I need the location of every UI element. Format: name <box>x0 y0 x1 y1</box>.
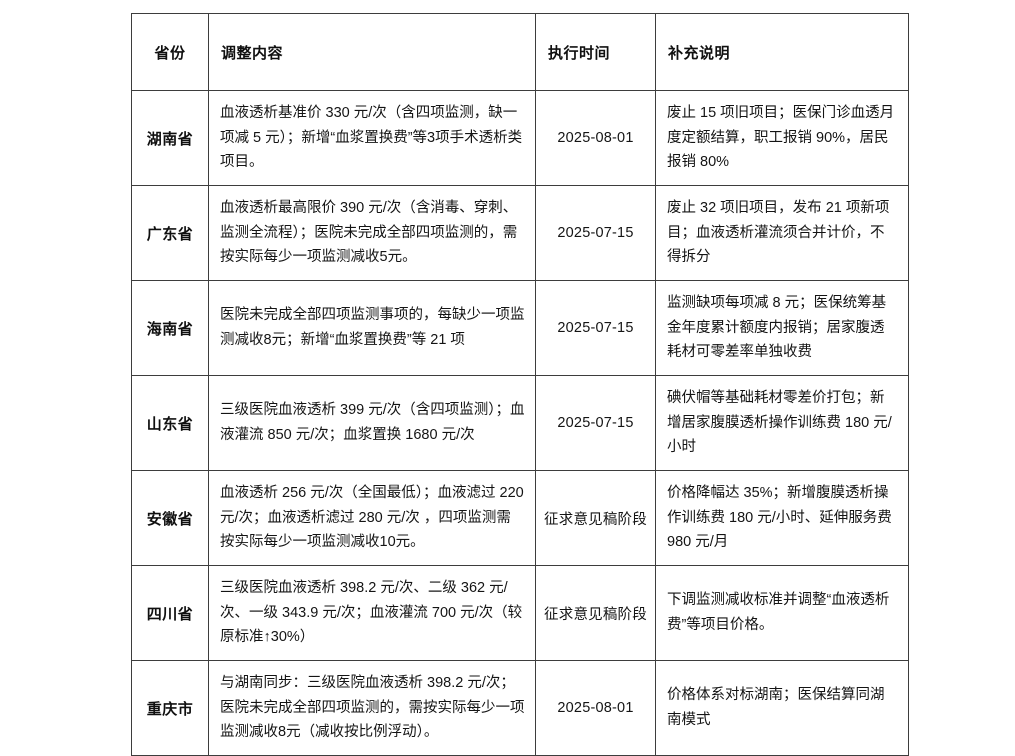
cell-note: 监测缺项每项减 8 元；医保统筹基金年度累计额度内报销；居家腹透耗材可零差率单独… <box>655 280 909 376</box>
cell-content: 血液透析最高限价 390 元/次（含消毒、穿刺、监测全流程）；医院未完成全部四项… <box>208 185 536 281</box>
cell-note: 价格降幅达 35%；新增腹膜透析操作训练费 180 元/小时、延伸服务费 980… <box>655 470 909 566</box>
cell-note: 下调监测减收标准并调整“血液透析费”等项目价格。 <box>655 565 909 661</box>
cell-province: 安徽省 <box>131 470 209 566</box>
cell-content: 三级医院血液透析 398.2 元/次、二级 362 元/次、一级 343.9 元… <box>208 565 536 661</box>
column-header-note: 补充说明 <box>655 13 909 91</box>
cell-date: 2025-07-15 <box>535 375 656 471</box>
table-row: 广东省 血液透析最高限价 390 元/次（含消毒、穿刺、监测全流程）；医院未完成… <box>131 185 909 281</box>
cell-province: 山东省 <box>131 375 209 471</box>
table-row: 四川省 三级医院血液透析 398.2 元/次、二级 362 元/次、一级 343… <box>131 565 909 661</box>
cell-province: 重庆市 <box>131 660 209 756</box>
table-row: 重庆市 与湖南同步：三级医院血液透析 398.2 元/次；医院未完成全部四项监测… <box>131 660 909 756</box>
table-header-row: 省份 调整内容 执行时间 补充说明 <box>131 13 909 91</box>
cell-date: 2025-08-01 <box>535 660 656 756</box>
cell-province: 四川省 <box>131 565 209 661</box>
cell-date: 征求意见稿阶段 <box>535 565 656 661</box>
column-header-content: 调整内容 <box>208 13 536 91</box>
cell-province: 广东省 <box>131 185 209 281</box>
cell-date: 2025-08-01 <box>535 90 656 186</box>
table-body: 湖南省 血液透析基准价 330 元/次（含四项监测，缺一项减 5 元）；新增“血… <box>131 90 909 756</box>
cell-content: 与湖南同步：三级医院血液透析 398.2 元/次；医院未完成全部四项监测的，需按… <box>208 660 536 756</box>
table-row: 海南省 医院未完成全部四项监测事项的，每缺少一项监测减收8元；新增“血浆置换费”… <box>131 280 909 376</box>
policy-table-wrapper: 省份 调整内容 执行时间 补充说明 湖南省 血液透析基准价 330 元/次（含四… <box>131 13 909 756</box>
cell-content: 三级医院血液透析 399 元/次（含四项监测）；血液灌流 850 元/次；血浆置… <box>208 375 536 471</box>
cell-content: 血液透析基准价 330 元/次（含四项监测，缺一项减 5 元）；新增“血浆置换费… <box>208 90 536 186</box>
cell-content: 血液透析 256 元/次（全国最低）；血液滤过 220 元/次；血液透析滤过 2… <box>208 470 536 566</box>
column-header-province: 省份 <box>131 13 209 91</box>
cell-date: 2025-07-15 <box>535 185 656 281</box>
cell-date: 征求意见稿阶段 <box>535 470 656 566</box>
cell-province: 湖南省 <box>131 90 209 186</box>
document-page: 省份 调整内容 执行时间 补充说明 湖南省 血液透析基准价 330 元/次（含四… <box>131 13 909 756</box>
cell-note: 价格体系对标湖南；医保结算同湖南模式 <box>655 660 909 756</box>
table-row: 湖南省 血液透析基准价 330 元/次（含四项监测，缺一项减 5 元）；新增“血… <box>131 90 909 186</box>
cell-note: 废止 15 项旧项目；医保门诊血透月度定额结算，职工报销 90%，居民报销 80… <box>655 90 909 186</box>
table-header: 省份 调整内容 执行时间 补充说明 <box>131 13 909 91</box>
cell-note: 废止 32 项旧项目，发布 21 项新项目；血液透析灌流须合并计价，不得拆分 <box>655 185 909 281</box>
table-row: 安徽省 血液透析 256 元/次（全国最低）；血液滤过 220 元/次；血液透析… <box>131 470 909 566</box>
cell-content: 医院未完成全部四项监测事项的，每缺少一项监测减收8元；新增“血浆置换费”等 21… <box>208 280 536 376</box>
cell-province: 海南省 <box>131 280 209 376</box>
cell-date: 2025-07-15 <box>535 280 656 376</box>
column-header-date: 执行时间 <box>535 13 656 91</box>
policy-comparison-table: 省份 调整内容 执行时间 补充说明 湖南省 血液透析基准价 330 元/次（含四… <box>131 13 909 756</box>
table-row: 山东省 三级医院血液透析 399 元/次（含四项监测）；血液灌流 850 元/次… <box>131 375 909 471</box>
cell-note: 碘伏帽等基础耗材零差价打包；新增居家腹膜透析操作训练费 180 元/小时 <box>655 375 909 471</box>
